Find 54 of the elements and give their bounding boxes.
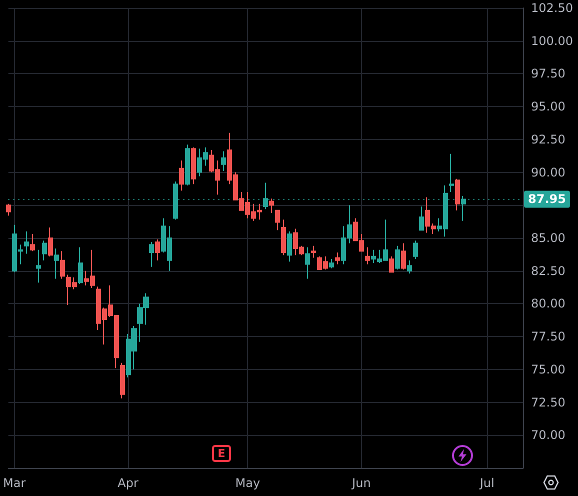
candlestick bbox=[60, 250, 65, 280]
y-tick-label: 75.00 bbox=[531, 362, 566, 376]
candlestick bbox=[305, 246, 310, 280]
y-tick-label: 90.00 bbox=[531, 165, 566, 180]
candlestick bbox=[335, 252, 340, 265]
candlestick bbox=[281, 219, 286, 256]
candlestick bbox=[42, 240, 47, 261]
candlestick bbox=[395, 245, 400, 270]
y-tick-label: 100.00 bbox=[531, 34, 573, 48]
candlestick bbox=[287, 230, 292, 262]
y-tick-label: 97.50 bbox=[531, 66, 566, 81]
candlestick bbox=[419, 206, 424, 231]
candlestick bbox=[185, 144, 190, 186]
y-tick-label: 77.50 bbox=[531, 330, 566, 344]
y-tick-label: 70.00 bbox=[531, 428, 566, 442]
y-tick-label: 80.00 bbox=[531, 296, 566, 311]
candlestick bbox=[365, 246, 370, 265]
candlestick bbox=[155, 238, 160, 261]
y-tick-label: 95.00 bbox=[531, 100, 566, 114]
x-tick-label: Mar bbox=[3, 476, 26, 490]
candlestick bbox=[78, 246, 83, 284]
annotation: E bbox=[212, 445, 231, 462]
y-tick-label: 72.50 bbox=[531, 395, 566, 410]
candlestick bbox=[36, 249, 41, 284]
y-tick-label: 102.50 bbox=[531, 1, 573, 15]
candlestick bbox=[461, 195, 466, 222]
candlestick bbox=[311, 245, 316, 258]
candlestick bbox=[221, 150, 226, 172]
candlestick bbox=[455, 178, 460, 211]
candlestick bbox=[120, 362, 125, 399]
candlestick bbox=[48, 226, 53, 257]
candlestick bbox=[275, 210, 280, 231]
candlestick bbox=[149, 241, 154, 268]
candlestick bbox=[30, 234, 35, 252]
candlestick bbox=[179, 160, 184, 192]
candlestick bbox=[449, 153, 454, 192]
x-tick-label: May bbox=[235, 476, 260, 490]
candlestick bbox=[401, 242, 406, 270]
y-tick-label: 92.50 bbox=[531, 132, 566, 146]
candlestick bbox=[329, 258, 334, 269]
candlestick bbox=[191, 146, 196, 185]
candlestick bbox=[413, 240, 418, 260]
x-tick-label: Jul bbox=[478, 476, 494, 490]
y-tick-label: 82.50 bbox=[531, 264, 566, 278]
ref-line-label: 87.95 bbox=[528, 192, 566, 206]
x-tick-label: Jun bbox=[351, 476, 371, 490]
candlestick bbox=[24, 230, 29, 254]
candlestick bbox=[54, 248, 59, 280]
candlestick bbox=[269, 198, 274, 214]
candlestick bbox=[389, 256, 394, 273]
y-tick-label: 85.00 bbox=[531, 231, 566, 245]
candlestick bbox=[407, 260, 412, 274]
candlestick bbox=[6, 203, 11, 216]
x-tick-label: Apr bbox=[118, 476, 138, 490]
